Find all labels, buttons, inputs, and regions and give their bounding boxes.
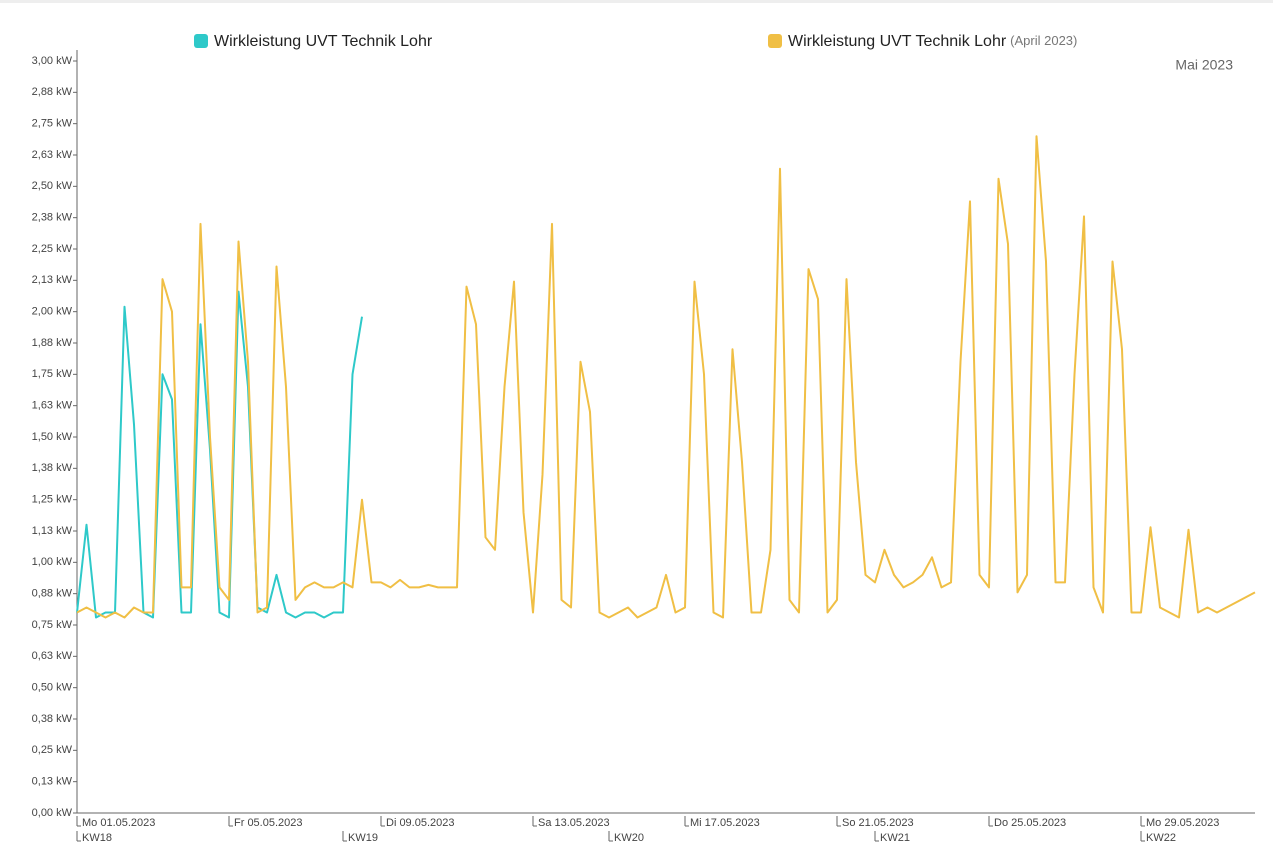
y-tick-label: 1,75 kW [32, 368, 73, 380]
week-tick-label: KW21 [880, 832, 910, 844]
legend-period: (April 2023) [1010, 33, 1077, 48]
y-tick-label: 1,88 kW [32, 337, 73, 349]
week-tick-label: KW19 [348, 832, 378, 844]
week-tick-label: KW18 [82, 832, 112, 844]
legend-name: Wirkleistung UVT Technik Lohr [788, 33, 1007, 50]
y-tick-label: 2,88 kW [32, 86, 73, 98]
y-tick-label: 0,13 kW [32, 776, 73, 788]
y-tick-label: 2,25 kW [32, 243, 73, 255]
x-tick-label: So 21.05.2023 [842, 817, 914, 829]
y-tick-label: 2,63 kW [32, 149, 73, 161]
y-tick-label: 0,38 kW [32, 713, 73, 725]
x-tick-label: Mi 17.05.2023 [690, 817, 760, 829]
series-line [76, 135, 1256, 619]
x-tick-label: Di 09.05.2023 [386, 817, 455, 829]
series-line [76, 290, 363, 619]
x-tick-label: Mo 29.05.2023 [1146, 817, 1219, 829]
week-tick-label: KW22 [1146, 832, 1176, 844]
y-tick-label: 1,38 kW [32, 462, 73, 474]
top-border [0, 0, 1273, 3]
y-tick-label: 0,75 kW [32, 619, 73, 631]
y-tick-label: 2,50 kW [32, 180, 73, 192]
y-tick-label: 2,13 kW [32, 274, 73, 286]
y-tick-label: 0,25 kW [32, 744, 73, 756]
y-tick-label: 1,25 kW [32, 494, 73, 506]
y-tick-label: 1,50 kW [32, 431, 73, 443]
x-tick-label: Do 25.05.2023 [994, 817, 1066, 829]
period-label: Mai 2023 [1175, 57, 1233, 73]
y-tick-label: 0,88 kW [32, 588, 73, 600]
y-tick-label: 3,00 kW [32, 55, 73, 67]
y-tick-label: 0,00 kW [32, 807, 73, 819]
legend-name: Wirkleistung UVT Technik Lohr [214, 33, 433, 50]
y-tick-label: 0,63 kW [32, 650, 73, 662]
y-tick-label: 2,00 kW [32, 306, 73, 318]
legend-swatch [194, 34, 208, 48]
y-tick-label: 2,75 kW [32, 118, 73, 130]
y-tick-label: 0,50 kW [32, 682, 73, 694]
y-tick-label: 1,13 kW [32, 525, 73, 537]
x-tick-label: Sa 13.05.2023 [538, 817, 610, 829]
y-tick-label: 1,00 kW [32, 556, 73, 568]
y-tick-label: 1,63 kW [32, 400, 73, 412]
x-tick-label: Mo 01.05.2023 [82, 817, 155, 829]
legend-swatch [768, 34, 782, 48]
x-tick-label: Fr 05.05.2023 [234, 817, 303, 829]
legend-label: Wirkleistung UVT Technik Lohr (April 2023… [788, 33, 1077, 50]
legend-label: Wirkleistung UVT Technik Lohr [214, 33, 433, 50]
y-tick-label: 2,38 kW [32, 212, 73, 224]
week-tick-label: KW20 [614, 832, 644, 844]
